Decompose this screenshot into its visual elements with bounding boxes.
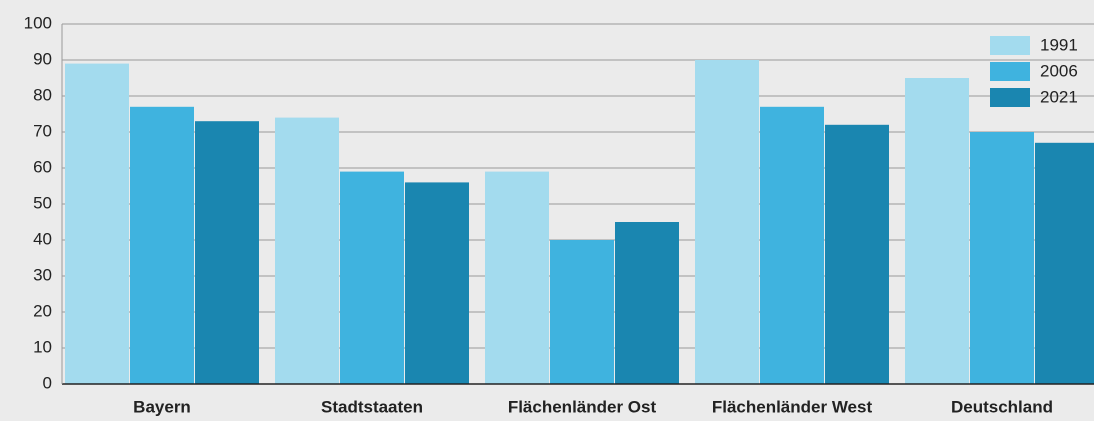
x-tick-label: Deutschland (951, 397, 1053, 416)
y-tick-label: 80 (33, 85, 52, 104)
legend-label: 1991 (1040, 35, 1078, 54)
y-tick-label: 30 (33, 265, 52, 284)
legend-label: 2006 (1040, 61, 1078, 80)
y-tick-label: 100 (24, 13, 52, 32)
y-tick-label: 20 (33, 301, 52, 320)
bar (970, 132, 1034, 384)
bar (195, 121, 259, 384)
bar (275, 117, 339, 384)
y-tick-label: 50 (33, 193, 52, 212)
bar (485, 171, 549, 384)
legend-swatch (990, 36, 1030, 55)
y-tick-label: 0 (43, 373, 52, 392)
y-tick-label: 10 (33, 337, 52, 356)
legend-label: 2021 (1040, 87, 1078, 106)
bar (130, 106, 194, 385)
legend-swatch (990, 88, 1030, 107)
bar (695, 60, 759, 384)
x-tick-label: Flächenländer West (712, 397, 873, 416)
y-tick-label: 90 (33, 49, 52, 68)
legend-swatch (990, 62, 1030, 81)
bar (340, 171, 404, 384)
x-tick-label: Flächenländer Ost (508, 397, 657, 416)
bar (825, 124, 889, 385)
y-tick-label: 60 (33, 157, 52, 176)
y-tick-label: 40 (33, 229, 52, 248)
bar (65, 63, 129, 384)
bar (615, 222, 679, 384)
bar (550, 240, 614, 384)
bar (905, 78, 969, 384)
bar (760, 106, 824, 385)
y-tick-label: 70 (33, 121, 52, 140)
bar (405, 182, 469, 384)
bar (1035, 142, 1094, 384)
x-tick-label: Stadtstaaten (321, 397, 423, 416)
x-tick-label: Bayern (133, 397, 191, 416)
